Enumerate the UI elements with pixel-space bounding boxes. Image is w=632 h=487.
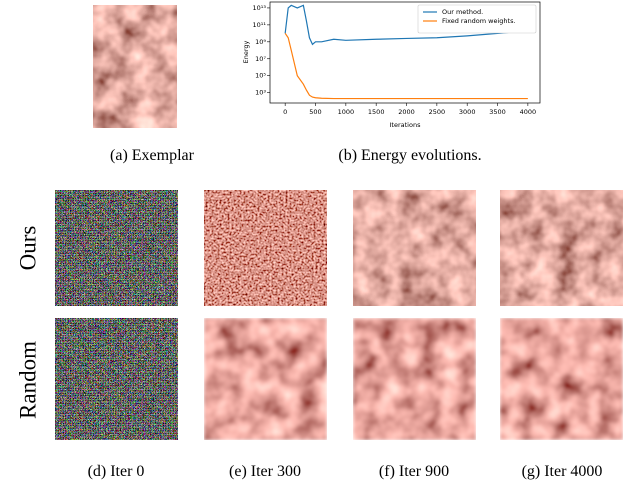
caption: (d) Iter 0 xyxy=(88,463,145,480)
row-label: Ours xyxy=(15,226,40,271)
x-tick-label: 2500 xyxy=(429,108,446,116)
caption: (e) Iter 300 xyxy=(229,463,301,480)
result-image xyxy=(500,190,623,306)
y-tick-label: 10¹³ xyxy=(253,4,267,12)
caption: (b) Energy evolutions. xyxy=(338,147,481,164)
x-tick-label: 1000 xyxy=(338,108,355,116)
result-image xyxy=(353,190,476,306)
caption: (g) Iter 4000 xyxy=(522,463,603,480)
caption: (a) Exemplar xyxy=(110,147,195,164)
series-line xyxy=(284,33,528,100)
x-tick-label: 1500 xyxy=(368,108,385,116)
x-tick-label: 500 xyxy=(309,108,321,116)
y-tick-label: 10⁹ xyxy=(255,38,266,46)
x-tick-label: 3000 xyxy=(459,108,476,116)
series-line xyxy=(284,4,528,46)
y-tick-label: 10⁷ xyxy=(255,55,266,63)
result-image xyxy=(500,318,623,440)
legend-box xyxy=(417,4,537,34)
result-image xyxy=(55,318,178,440)
caption: (f) Iter 900 xyxy=(379,463,449,480)
result-image xyxy=(353,318,476,440)
result-image xyxy=(204,318,327,440)
y-tick-label: 10¹¹ xyxy=(253,21,267,29)
x-axis-label: Iterations xyxy=(390,121,422,129)
x-tick-label: 2000 xyxy=(398,108,415,116)
exemplar-image xyxy=(93,5,177,128)
legend-label: Fixed random weights. xyxy=(442,17,516,25)
x-tick-label: 0 xyxy=(283,108,287,116)
row-label: Random xyxy=(15,341,40,419)
x-tick-label: 4000 xyxy=(520,108,537,116)
plot-frame xyxy=(269,1,541,104)
y-tick-label: 10³ xyxy=(255,89,266,97)
legend-label: Our method. xyxy=(442,8,483,16)
x-tick-label: 3500 xyxy=(489,108,506,116)
y-tick-label: 10⁵ xyxy=(255,72,266,80)
y-axis-label: Energy xyxy=(242,40,250,63)
result-image xyxy=(204,190,327,306)
result-image xyxy=(55,190,178,306)
